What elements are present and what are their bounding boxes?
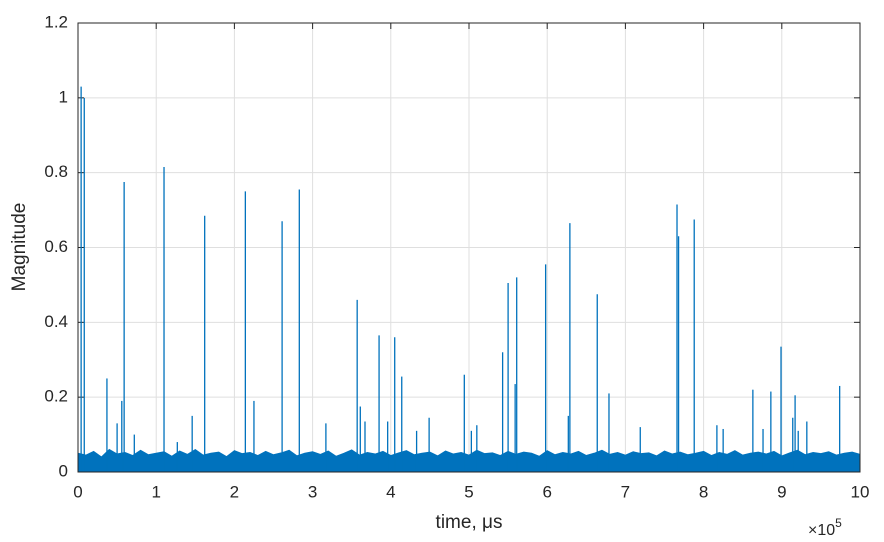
y-tick-label: 1.2 bbox=[44, 12, 68, 31]
x-axis-label: time, μs bbox=[436, 512, 503, 533]
x-multiplier-exponent: 5 bbox=[835, 516, 842, 530]
x-tick-label: 7 bbox=[621, 482, 630, 501]
y-tick-label: 0.2 bbox=[44, 387, 68, 406]
y-tick-label: 0.6 bbox=[44, 237, 68, 256]
x-tick-label: 2 bbox=[230, 482, 239, 501]
x-tick-label: 1 bbox=[151, 482, 160, 501]
x-multiplier: ×105 bbox=[808, 516, 842, 539]
x-tick-label: 10 bbox=[851, 482, 870, 501]
plot-frame bbox=[77, 22, 861, 473]
x-tick-label: 6 bbox=[542, 482, 551, 501]
x-tick-label: 5 bbox=[464, 482, 473, 501]
x-tick-label: 4 bbox=[386, 482, 395, 501]
y-tick-label: 1 bbox=[59, 87, 68, 106]
y-tick-label: 0.4 bbox=[44, 312, 68, 331]
x-tick-label: 3 bbox=[308, 482, 317, 501]
x-tick-label: 0 bbox=[73, 482, 82, 501]
x-tick-label: 8 bbox=[699, 482, 708, 501]
x-multiplier-base: ×10 bbox=[808, 522, 835, 539]
y-axis-label: Magnitude bbox=[9, 203, 30, 292]
y-tick-label: 0 bbox=[59, 461, 68, 480]
y-tick-label: 0.8 bbox=[44, 162, 68, 181]
x-tick-label: 9 bbox=[777, 482, 786, 501]
